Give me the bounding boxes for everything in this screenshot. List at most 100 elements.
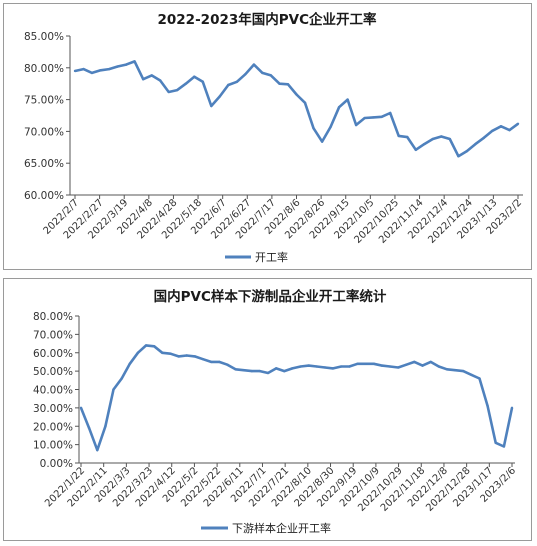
- data-point-group: [79, 344, 514, 452]
- data-point: [141, 78, 145, 81]
- chart-panel-downstream-operating-rate: 国内PVC样本下游制品企业开工率统计 0.00% 10.00% 20.00% 30.0…: [3, 278, 532, 541]
- y-tick-label: 85.00%: [24, 31, 64, 43]
- data-point: [193, 355, 197, 358]
- data-point: [286, 83, 290, 86]
- data-point: [337, 106, 341, 109]
- data-point: [510, 406, 514, 410]
- data-point: [307, 364, 310, 367]
- data-point: [429, 360, 432, 364]
- data-point: [423, 142, 426, 146]
- data-point: [478, 377, 481, 380]
- y-tick-group: 60.00% 65.00% 70.00% 75.00% 80.00% 85.00%: [24, 31, 70, 202]
- y-tick-label: 30.00%: [33, 403, 73, 415]
- data-point: [396, 366, 400, 369]
- data-point: [364, 362, 367, 365]
- data-point: [144, 344, 148, 347]
- data-point: [315, 365, 319, 368]
- data-point: [136, 351, 140, 354]
- y-tick-group: 0.00% 10.00% 20.00% 30.00% 40.00% 50.00% 60.00…: [33, 311, 79, 470]
- data-point: [470, 373, 473, 376]
- chart-svg-pvc-operating-rate: 2022-2023年国内PVC企业开工率 60.00% 65.00% 70.00% 7…: [24, 11, 524, 264]
- data-point: [244, 72, 247, 76]
- data-point: [329, 125, 332, 129]
- data-point: [184, 82, 187, 85]
- data-point: [193, 75, 196, 78]
- y-tick-label: 60.00%: [24, 190, 64, 202]
- data-point: [448, 137, 452, 141]
- data-point: [133, 60, 136, 63]
- data-point: [486, 404, 489, 408]
- y-tick-label: 20.00%: [33, 421, 73, 433]
- data-point: [389, 111, 392, 115]
- data-point: [177, 355, 180, 358]
- data-point: [209, 360, 213, 364]
- data-point: [96, 448, 99, 452]
- data-point: [150, 74, 153, 77]
- data-point: [99, 69, 102, 72]
- data-point: [462, 369, 465, 373]
- data-point: [201, 80, 204, 83]
- data-point: [274, 367, 278, 370]
- data-point: [124, 63, 128, 66]
- data-point: [312, 127, 315, 130]
- y-tick-label: 10.00%: [33, 440, 73, 452]
- y-tick-label: 80.00%: [24, 63, 64, 75]
- data-point: [258, 369, 262, 373]
- data-point: [421, 364, 424, 367]
- data-point: [278, 82, 281, 85]
- data-point: [291, 367, 294, 370]
- data-point: [445, 368, 449, 371]
- data-point: [323, 366, 327, 369]
- data-point: [494, 441, 497, 444]
- data-point: [185, 354, 188, 357]
- legend-label: 开工率: [255, 250, 288, 264]
- data-point: [354, 123, 358, 127]
- data-point: [380, 115, 383, 118]
- data-point: [104, 425, 107, 428]
- data-point: [161, 351, 164, 354]
- data-point: [169, 352, 172, 355]
- data-point: [397, 134, 400, 138]
- data-point: [331, 367, 335, 370]
- data-point: [116, 65, 119, 68]
- y-tick-label: 0.00%: [40, 458, 73, 470]
- data-point: [176, 88, 179, 92]
- y-tick-label: 65.00%: [24, 158, 64, 170]
- data-point: [303, 101, 307, 104]
- data-point: [299, 365, 302, 368]
- y-tick-label: 50.00%: [33, 366, 73, 378]
- data-point: [158, 79, 162, 82]
- data-point: [242, 369, 245, 372]
- x-tick-group: 2022/1/222022/2/112022/3/32022/3/232022/…: [43, 463, 518, 514]
- data-point: [453, 369, 457, 372]
- data-point: [465, 149, 469, 153]
- data-point: [491, 129, 494, 132]
- data-point: [226, 363, 229, 366]
- data-point-group: [73, 60, 520, 158]
- chart-title: 2022-2023年国内PVC企业开工率: [158, 11, 377, 28]
- data-point: [235, 80, 239, 83]
- data-point: [201, 357, 205, 361]
- data-point: [218, 360, 221, 364]
- data-point: [250, 369, 253, 373]
- data-point: [120, 377, 123, 380]
- data-point: [167, 90, 170, 94]
- series-line-downstream: [79, 344, 514, 452]
- data-point: [502, 445, 506, 448]
- data-point: [320, 140, 324, 143]
- data-point: [457, 155, 460, 158]
- data-point: [346, 98, 349, 101]
- data-point: [252, 63, 256, 66]
- data-point: [380, 364, 384, 367]
- data-point: [340, 365, 343, 368]
- data-point: [227, 83, 230, 87]
- data-point: [405, 363, 408, 366]
- y-tick-label: 75.00%: [24, 95, 64, 107]
- data-point: [261, 71, 264, 75]
- data-point: [90, 71, 94, 75]
- data-point: [440, 135, 443, 138]
- data-point: [79, 406, 83, 410]
- y-tick-label: 60.00%: [33, 348, 73, 360]
- x-tick-group: 2022/2/72022/2/272022/3/192022/4/82022/4…: [42, 195, 524, 246]
- data-point: [431, 137, 435, 141]
